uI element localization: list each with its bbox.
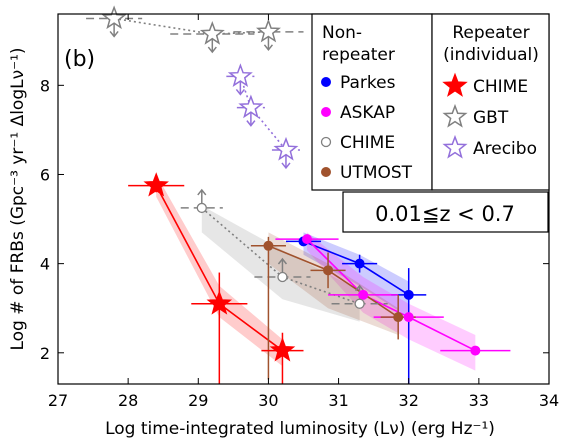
- legend-repeater-marker-2: [442, 103, 468, 128]
- legend-non-repeater-title-line2: repeater: [322, 45, 395, 65]
- repeater-chime-point-1-marker: [143, 172, 169, 197]
- y-tick-label-6: 6: [40, 165, 50, 184]
- non-repeater-askap-line: [306, 238, 476, 352]
- legend-repeater-label-2: GBT: [473, 108, 509, 128]
- repeater-gbt-point-1-marker: [101, 5, 127, 30]
- x-tick-label-31: 31: [328, 391, 348, 410]
- repeater-gbt-point-1-upper-limit-arrow-head: [109, 30, 119, 38]
- repeater-gbt-point-3-upper-limit-arrow-head: [263, 44, 274, 52]
- non-repeater-chime-point-3-lower-limit-arrow-head: [355, 284, 365, 292]
- x-tick-label-29: 29: [188, 391, 208, 410]
- non-repeater-utmost-point-3-marker: [393, 312, 404, 323]
- non-repeater-parkes-point-3-marker: [403, 289, 414, 300]
- y-tick-label-2: 2: [40, 344, 50, 363]
- legend-non-repeater-label-1: Parkes: [340, 73, 396, 93]
- non-repeater-askap-band: [307, 232, 476, 371]
- repeater-gbt-line: [113, 17, 269, 35]
- non-repeater-parkes-point-2-marker: [354, 258, 365, 269]
- y-tick-label-4: 4: [40, 255, 50, 274]
- repeater-chime-point-2-marker: [206, 290, 233, 315]
- x-tick-label-28: 28: [118, 391, 138, 410]
- x-axis-label: Log time-integrated luminosity (Lν) (erg…: [105, 419, 495, 439]
- repeater-chime-point-3-marker: [269, 337, 296, 362]
- non-repeater-chime-point-2-lower-limit-arrow-head: [277, 257, 288, 265]
- legend-repeater-title-line1: Repeater: [452, 23, 529, 43]
- x-tick-label-34: 34: [539, 391, 559, 410]
- legend-non-repeater-marker-2: [321, 107, 331, 117]
- data-markers: [101, 5, 481, 362]
- legend-repeater-marker-3: [442, 134, 468, 159]
- legend-non-repeater-title-line1: Non-: [322, 23, 362, 43]
- legend-non-repeater-marker-3: [320, 136, 332, 148]
- non-repeater-utmost-point-2-marker: [323, 265, 334, 276]
- legend-repeater-label-1: CHIME: [473, 77, 528, 97]
- repeater-arecibo-point-3-marker: [273, 136, 299, 161]
- repeater-arecibo-point-2-marker: [238, 94, 264, 119]
- non-repeater-askap-point-2-marker: [358, 289, 369, 300]
- y-axis-label: Log # of FRBs (Gpc⁻³ yr⁻¹ ΔlogLν⁻¹): [8, 47, 28, 350]
- legend-non-repeater-label-3: CHIME: [340, 133, 395, 153]
- legend-repeater-entries: CHIME GBT Arecibo: [442, 72, 537, 159]
- repeater-chime-band: [156, 174, 283, 367]
- repeater-gbt-point-3-marker: [255, 18, 281, 43]
- repeater-arecibo-point-1-marker: [227, 63, 253, 88]
- x-tick-label-32: 32: [399, 391, 419, 410]
- repeater-arecibo-point-3-upper-limit-arrow-head: [281, 162, 291, 170]
- x-tick-label-27: 27: [48, 391, 68, 410]
- legend-repeater-label-3: Arecibo: [473, 139, 537, 159]
- panel-label: (b): [64, 47, 95, 72]
- legend-non-repeater-label-2: ASKAP: [340, 103, 395, 123]
- redshift-annotation: 0.01≦z < 0.7: [342, 191, 549, 233]
- repeater-gbt-point-2-upper-limit-arrow-head: [207, 46, 217, 54]
- non-repeater-chime-point-3-marker: [354, 298, 365, 309]
- legend-non-repeater-entries: Parkes ASKAP CHIME UTMOST: [320, 73, 413, 183]
- non-repeater-chime-point-2-marker: [277, 271, 288, 283]
- annotation-text: 0.01≦z < 0.7: [375, 202, 515, 226]
- legend-non-repeater-marker-1: [321, 77, 331, 87]
- non-repeater-utmost-band: [268, 232, 399, 335]
- non-repeater-chime-point-1-marker: [196, 202, 207, 214]
- non-repeater-askap-point-4-marker: [470, 345, 481, 356]
- non-repeater-askap-point-3-marker: [403, 312, 414, 323]
- legend-non-repeater-box: [311, 13, 433, 191]
- legend-repeater-title-line2: (individual): [443, 45, 539, 65]
- legend-repeater-marker-1: [442, 72, 468, 97]
- error-bands: [156, 174, 476, 371]
- legend-non-repeater-marker-4: [321, 167, 331, 177]
- plot-frame: [57, 13, 550, 385]
- non-repeater-parkes-band: [303, 232, 409, 318]
- non-repeater-chime-point-1-lower-limit-arrow-head: [197, 188, 207, 196]
- legend-repeater-box: [431, 13, 550, 191]
- x-tick-label-33: 33: [469, 391, 489, 410]
- repeater-arecibo-line: [239, 76, 287, 151]
- repeater-arecibo-point-1-upper-limit-arrow-head: [235, 88, 245, 96]
- repeater-gbt-point-2-marker: [199, 20, 225, 45]
- x-tick-label-30: 30: [258, 391, 278, 410]
- non-repeater-chime-band: [201, 205, 360, 322]
- non-repeater-utmost-point-1-marker: [263, 240, 274, 251]
- legend-repeater: Repeater (individual) CHIME GBT Arecibo: [431, 13, 550, 191]
- repeater-arecibo-point-2-upper-limit-arrow-head: [246, 120, 256, 127]
- non-repeater-askap-point-1-marker: [302, 234, 313, 245]
- legend-non-repeater-label-4: UTMOST: [340, 163, 413, 183]
- annotation-box: [342, 191, 549, 233]
- legend-non-repeater: Non- repeater Parkes ASKAP CHIME UTMOST: [311, 13, 433, 191]
- y-tick-label-8: 8: [40, 76, 50, 95]
